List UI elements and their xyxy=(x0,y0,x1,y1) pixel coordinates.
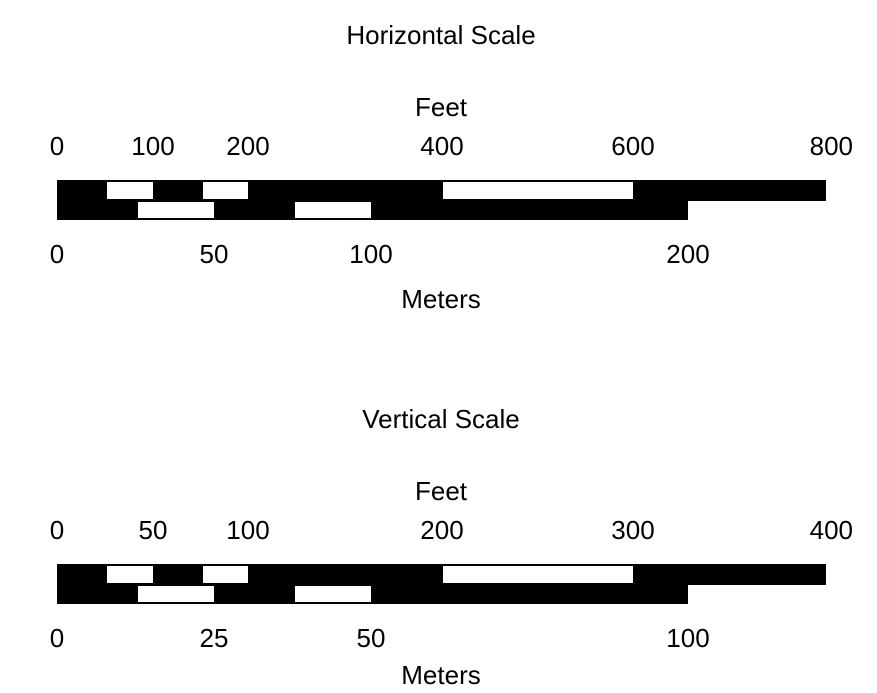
horizontal-feet-label: Feet xyxy=(414,92,468,122)
horizontal-feet-tick-600: 600 xyxy=(611,131,655,161)
horizontal-feet-tick-200: 200 xyxy=(226,131,270,161)
horizontal-scale-title: Horizontal Scale xyxy=(346,20,536,50)
horizontal-meters-bar-gap xyxy=(295,202,371,218)
horizontal-feet-bar-gap xyxy=(443,182,633,199)
vertical-meter-tick-50: 50 xyxy=(356,623,386,653)
vertical-scale-title: Vertical Scale xyxy=(362,404,520,434)
horizontal-meter-tick-100: 100 xyxy=(349,239,393,269)
vertical-feet-bar xyxy=(57,564,826,585)
horizontal-meter-tick-200: 200 xyxy=(666,239,710,269)
horizontal-feet-tick-100: 100 xyxy=(131,131,175,161)
horizontal-feet-tick-0: 0 xyxy=(49,131,65,161)
horizontal-meters-label: Meters xyxy=(401,284,481,314)
horizontal-meters-bar xyxy=(57,201,688,220)
vertical-feet-tick-100: 100 xyxy=(226,515,270,545)
horizontal-feet-bar-gap xyxy=(107,182,153,199)
vertical-meter-tick-100: 100 xyxy=(666,623,710,653)
horizontal-feet-bar xyxy=(57,180,826,201)
vertical-meters-bar-gap xyxy=(295,586,371,602)
horizontal-feet-tick-800: 800 xyxy=(809,131,853,161)
vertical-feet-tick-50: 50 xyxy=(138,515,168,545)
vertical-feet-tick-400: 400 xyxy=(809,515,853,545)
horizontal-feet-bar-gap xyxy=(203,182,248,199)
vertical-feet-tick-200: 200 xyxy=(420,515,464,545)
vertical-meters-bar-gap xyxy=(138,586,214,602)
vertical-meter-tick-0: 0 xyxy=(49,623,65,653)
vertical-feet-tick-300: 300 xyxy=(611,515,655,545)
horizontal-meter-tick-0: 0 xyxy=(49,239,65,269)
vertical-meters-label: Meters xyxy=(401,660,481,690)
vertical-feet-bar-gap xyxy=(203,566,248,583)
vertical-meters-bar xyxy=(57,585,688,604)
horizontal-feet-tick-400: 400 xyxy=(420,131,464,161)
vertical-feet-bar-gap xyxy=(107,566,153,583)
vertical-feet-tick-0: 0 xyxy=(49,515,65,545)
vertical-meter-tick-25: 25 xyxy=(199,623,229,653)
vertical-feet-bar-gap xyxy=(443,566,633,583)
vertical-feet-label: Feet xyxy=(414,476,468,506)
horizontal-meter-tick-50: 50 xyxy=(199,239,229,269)
horizontal-meters-bar-gap xyxy=(138,202,214,218)
